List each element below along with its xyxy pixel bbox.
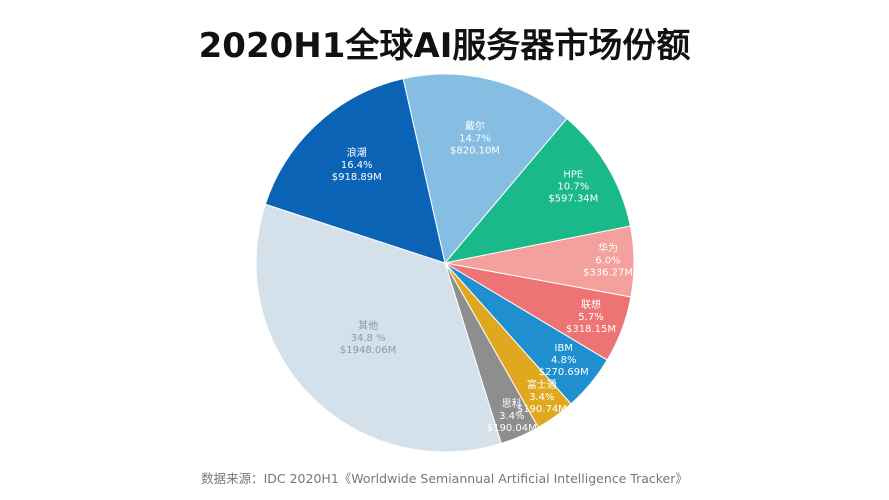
slice-percent: 10.7%	[557, 181, 589, 192]
slice-label-7: 其他 34.8 % $1948.06M	[340, 319, 396, 356]
slice-label-8: 浪潮 16.4% $918.89M	[332, 146, 382, 183]
slice-label-3: 联想 5.7% $318.15M	[566, 298, 616, 335]
slice-label: 戴尔	[465, 120, 485, 133]
slice-percent: 16.4%	[341, 160, 373, 171]
slice-value: $318.15M	[566, 324, 616, 335]
pie-slice-7	[255, 203, 502, 453]
slice-label-6: 思科 3.4% $190.04M	[487, 397, 537, 434]
slice-value: $336.27M	[583, 268, 633, 279]
slice-value: $190.04M	[487, 423, 537, 434]
slice-label-4: IBM 4.8% $270.69M	[539, 343, 589, 378]
slice-label-5: 富士通 3.4% $190.74M	[517, 378, 567, 415]
slice-label: 华为	[598, 242, 618, 255]
slice-value: $918.89M	[332, 172, 382, 183]
slice-percent: 4.8%	[551, 355, 576, 366]
source-note: 数据来源：IDC 2020H1《Worldwide Semiannual Art…	[201, 471, 688, 486]
slice-value: $270.69M	[539, 367, 589, 378]
chart-title: 2020H1全球AI服务器市场份额	[198, 26, 691, 66]
slice-percent: 34.8 %	[351, 333, 386, 344]
slice-label-0: 戴尔 14.7% $820.10M	[450, 120, 500, 157]
slice-label-2: 华为 6.0% $336.27M	[583, 242, 633, 279]
slice-value: $597.34M	[548, 193, 598, 204]
pie-slice-1	[443, 117, 631, 264]
slice-label: 其他	[358, 319, 378, 332]
pie-slice-0	[402, 73, 568, 265]
slice-label-1: HPE 10.7% $597.34M	[548, 169, 598, 204]
slice-percent: 3.4%	[499, 411, 524, 422]
slice-percent: 3.4%	[529, 392, 554, 403]
slice-percent: 14.7%	[459, 134, 491, 145]
slice-value: $820.10M	[450, 146, 500, 157]
slice-label: 浪潮	[347, 146, 367, 159]
slice-value: $1948.06M	[340, 345, 396, 356]
pie-slice-8	[264, 78, 446, 264]
slice-label: IBM	[555, 343, 573, 354]
slice-label: 思科	[502, 397, 522, 410]
slice-label: 富士通	[527, 378, 557, 391]
slice-label: 联想	[581, 298, 601, 311]
slice-percent: 5.7%	[578, 312, 603, 323]
slice-label: HPE	[563, 169, 583, 180]
slice-percent: 6.0%	[595, 256, 620, 267]
slice-value: $190.74M	[517, 404, 567, 415]
